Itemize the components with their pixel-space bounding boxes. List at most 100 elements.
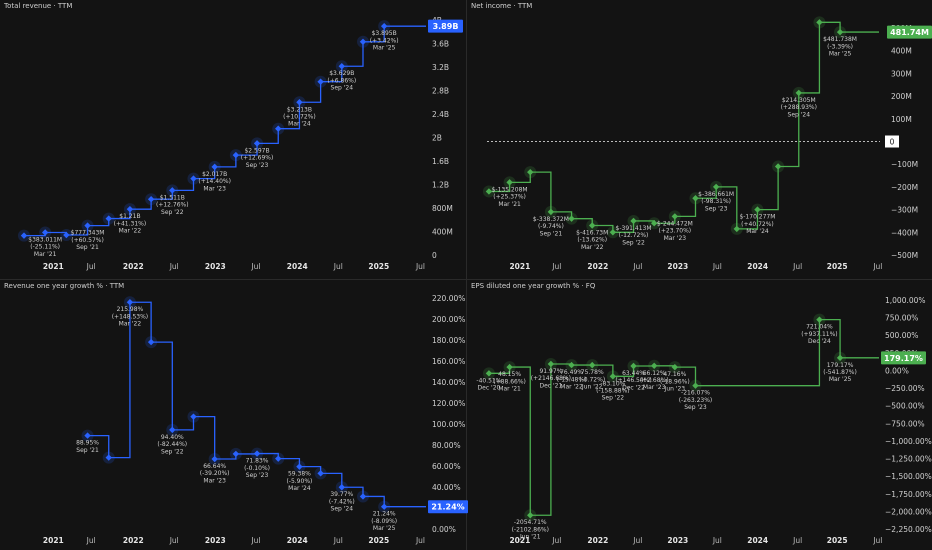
revenue-chart-panel[interactable]: Total revenue · TTM 0 400M 800M 1.2B 1.6B 2B 2… — [0, 0, 466, 279]
data-point — [232, 151, 240, 159]
x-tick-label: 2025 — [827, 536, 848, 545]
data-label: 76.49% — [560, 369, 583, 376]
data-label: Sep '24 — [788, 111, 811, 118]
data-label: (-12.72%) — [619, 232, 649, 239]
data-point — [126, 299, 134, 306]
data-label: $214.305M — [782, 97, 816, 104]
data-label: 21.24% — [373, 511, 396, 518]
data-point — [20, 232, 28, 239]
y-tick-label: 0 — [432, 251, 437, 260]
data-label: Mar '22 — [560, 383, 583, 390]
revenue-growth-chart-panel[interactable]: Revenue one year growth % · TTM 0.00%20.… — [0, 280, 468, 550]
current-value-box — [887, 25, 932, 39]
current-value-box — [428, 500, 468, 514]
y-tick-label: 3.6B — [432, 40, 449, 49]
data-label: (+60.57%) — [71, 237, 104, 244]
data-point — [169, 187, 176, 194]
data-label: Jun '21 — [519, 534, 541, 541]
data-point — [816, 19, 823, 26]
x-tick-label: 2025 — [368, 262, 389, 271]
data-label: (-8.09%) — [371, 518, 397, 525]
data-label: $3.213B — [287, 106, 312, 113]
data-point — [338, 484, 346, 491]
y-tick-label: 200M — [891, 92, 912, 101]
data-label: Sep '22 — [161, 448, 184, 455]
current-value-label: 179.17% — [884, 354, 923, 363]
data-point — [253, 450, 261, 457]
y-tick-label: −300M — [891, 206, 918, 215]
y-tick-label: −2,000.00% — [885, 507, 932, 516]
data-label: (-7.42%) — [329, 498, 355, 505]
x-tick-label: Jul — [792, 262, 802, 271]
net-income-chart-title: Net income · TTM — [471, 2, 533, 10]
y-tick-label: −250.00% — [885, 384, 925, 393]
x-tick-label: Jul — [792, 536, 802, 545]
data-point — [380, 503, 388, 510]
data-label: 39.77% — [330, 491, 353, 498]
data-label: 48.15% — [498, 371, 521, 378]
y-tick-label: 220.00% — [432, 294, 465, 303]
y-tick-label: 140.00% — [432, 378, 465, 387]
data-point — [547, 360, 555, 368]
data-label: Dec '20 — [478, 385, 501, 392]
y-tick-label: 300M — [891, 69, 912, 78]
data-point — [317, 470, 324, 477]
eps-growth-chart-panel[interactable]: EPS diluted one year growth % · FQ −2,25… — [467, 280, 932, 550]
data-label: (+6.86%) — [327, 77, 356, 84]
x-tick-label: 2023 — [667, 262, 688, 271]
data-label: 88.95% — [76, 440, 99, 447]
x-tick-label: Jul — [250, 536, 260, 545]
data-label: Sep '23 — [246, 162, 269, 169]
data-label: Sep '22 — [622, 239, 645, 246]
data-label: (+25.37%) — [493, 194, 526, 201]
x-tick-label: Jul — [169, 536, 179, 545]
data-label: (-82.44%) — [157, 441, 187, 448]
data-point — [147, 338, 155, 346]
y-tick-label: −100M — [891, 160, 918, 169]
x-tick-label: Jul — [333, 536, 343, 545]
data-point — [211, 163, 218, 171]
data-label: Mar '24 — [746, 228, 769, 235]
series-line — [87, 301, 426, 508]
data-label: Mar '25 — [829, 50, 852, 57]
data-label: $-338.372M — [533, 216, 569, 223]
data-point — [84, 222, 91, 229]
y-tick-label: −2,250.00% — [885, 525, 932, 534]
net-income-chart-panel[interactable]: Net income · TTM −500M −400M −300M −200M −10… — [467, 0, 932, 279]
data-label: Mar '25 — [373, 45, 396, 52]
current-value-label: 21.24% — [431, 503, 464, 512]
data-label: (-541.87%) — [823, 369, 857, 376]
data-label: 63.44% — [622, 370, 645, 377]
y-tick-label: −1,500.00% — [885, 472, 932, 481]
data-point — [650, 220, 658, 227]
data-label: 66.12% — [643, 370, 666, 377]
data-label: Dec '24 — [808, 338, 831, 345]
data-label: (+2.68%) — [640, 377, 669, 384]
data-label: Sep '22 — [602, 395, 625, 402]
data-label: Mar '23 — [203, 477, 226, 484]
y-tick-label: 400M — [432, 228, 453, 237]
data-point — [671, 213, 679, 220]
x-tick-label: Jul — [632, 536, 642, 545]
y-tick-label: 120.00% — [432, 399, 465, 408]
x-tick-label: Jul — [86, 262, 96, 271]
x-tick-label: Jul — [333, 262, 343, 271]
data-point — [795, 89, 802, 97]
data-label: $1.511B — [160, 194, 185, 201]
data-label: (-15.48%) — [557, 376, 587, 383]
data-label: (-263.23%) — [679, 397, 713, 404]
data-label: Mar '22 — [119, 321, 142, 328]
y-tick-label: −1,000.00% — [885, 437, 932, 446]
data-point — [485, 188, 493, 195]
data-point — [609, 373, 617, 380]
current-value-box — [881, 351, 926, 365]
data-label: (-2102.86%) — [512, 526, 549, 533]
data-label: Mar '21 — [498, 201, 521, 208]
y-tick-label: 1,000.00% — [885, 296, 926, 305]
data-label: (+12.69%) — [241, 155, 274, 162]
data-label: (+148.53%) — [112, 313, 148, 320]
x-tick-label: 2021 — [43, 536, 64, 545]
data-label: $-170.277M — [739, 214, 775, 221]
data-label: Mar '21 — [498, 385, 521, 392]
x-tick-label: Jul — [415, 536, 425, 545]
